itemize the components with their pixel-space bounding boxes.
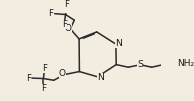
Text: F: F (62, 20, 67, 29)
Text: O: O (65, 24, 72, 33)
Text: NH₂: NH₂ (177, 59, 194, 68)
Text: F: F (42, 64, 47, 73)
Text: F: F (65, 0, 70, 9)
Text: F: F (26, 74, 31, 83)
Text: O: O (59, 69, 66, 78)
Text: N: N (97, 73, 104, 82)
Text: N: N (115, 39, 122, 48)
Text: S: S (137, 60, 143, 69)
Text: F: F (48, 9, 54, 18)
Text: F: F (41, 84, 46, 93)
